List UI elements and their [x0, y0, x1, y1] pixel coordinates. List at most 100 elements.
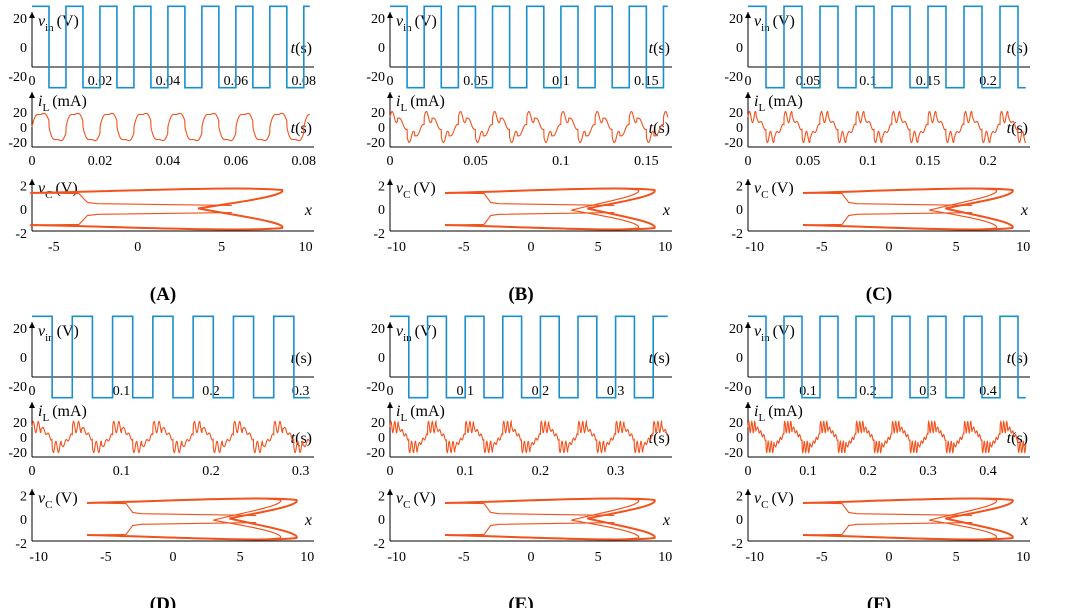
iL-x-tick-label: 0.15	[634, 154, 659, 169]
iL-y-tick-label: 20	[13, 106, 27, 121]
iL-y-tick-label: -20	[724, 136, 743, 151]
vin-y-axis-label: vin (V)	[38, 323, 79, 344]
iL-x-tick-label: 0.04	[156, 154, 181, 169]
vC-x-tick-label: 10	[1016, 550, 1030, 565]
panel-label: (A)	[150, 284, 176, 305]
vin-series-line	[390, 315, 668, 399]
vin-y-arrow	[29, 322, 35, 328]
iL-y-tick-label: -20	[724, 446, 743, 461]
vin-x-tick-label: 0	[387, 384, 394, 399]
iL-x-tick-label: 0.1	[113, 464, 131, 479]
vC-x-axis-label: x	[304, 202, 312, 219]
vin-y-tick-label: 0	[20, 41, 27, 56]
iL-y-arrow	[29, 402, 35, 408]
vin-y-tick-label: -20	[8, 380, 27, 395]
vin-x-tick-label: 0.2	[202, 384, 220, 399]
iL-x-tick-label: 0.1	[799, 464, 817, 479]
vC-y-tick-label: 2	[20, 179, 27, 194]
iL-x-tick-label: 0	[29, 464, 36, 479]
vin-y-tick-label: 0	[736, 41, 743, 56]
iL-y-tick-label: 20	[729, 416, 743, 431]
iL-y-tick-label: 0	[20, 121, 27, 136]
iL-series-line	[31, 112, 310, 142]
vin-y-tick-label: 20	[371, 12, 385, 27]
vC-y-tick-label: -2	[731, 537, 743, 552]
vC-y-arrow	[387, 489, 393, 495]
iL-x-axis-label: t(s)	[1007, 120, 1028, 137]
vC-y-arrow	[29, 489, 35, 495]
vin-x-tick-label: 0.2	[859, 384, 877, 399]
vC-y-tick-label: -2	[373, 537, 385, 552]
vin-x-tick-label: 0	[387, 74, 394, 89]
vC-y-tick-label: 0	[20, 513, 27, 528]
vC-x-tick-label: 0	[528, 240, 535, 255]
vC-x-tick-label: 5	[595, 550, 602, 565]
iL-x-tick-label: 0	[745, 464, 752, 479]
vC-y-tick-label: 0	[736, 513, 743, 528]
panel-label: (E)	[508, 594, 533, 608]
vC-y-axis-label: vC (V)	[396, 490, 436, 511]
vin-x-axis-label: t(s)	[1007, 350, 1028, 367]
vC-x-tick-label: -10	[745, 240, 764, 255]
vC-x-tick-label: -5	[458, 550, 470, 565]
iL-y-tick-label: 20	[371, 416, 385, 431]
vin-y-tick-label: 20	[729, 12, 743, 27]
panel-label: (F)	[867, 594, 891, 608]
iL-series-line	[747, 110, 1027, 144]
vC-y-tick-label: 2	[736, 489, 743, 504]
iL-y-arrow	[387, 402, 393, 408]
vC-y-arrow	[745, 489, 751, 495]
vin-y-tick-label: -20	[366, 380, 385, 395]
iL-x-tick-label: 0.2	[979, 154, 997, 169]
vC-inner-trajectory	[803, 497, 998, 541]
vin-x-axis-label: t(s)	[649, 40, 670, 57]
vin-y-tick-label: 20	[13, 12, 27, 27]
iL-x-tick-label: 0.4	[979, 464, 997, 479]
vC-x-tick-label: 10	[1016, 240, 1030, 255]
vC-y-arrow	[29, 179, 35, 185]
vC-inner-trajectory	[87, 497, 282, 541]
vC-y-tick-label: 2	[378, 179, 385, 194]
vC-y-arrow	[745, 179, 751, 185]
vC-y-tick-label: 0	[20, 203, 27, 218]
vC-y-axis-label: vC (V)	[396, 180, 436, 201]
vC-outer-trajectory	[803, 497, 1014, 541]
vin-y-tick-label: 0	[20, 351, 27, 366]
vC-y-axis-label: vC (V)	[754, 180, 794, 201]
vC-notch-trajectory	[30, 192, 232, 226]
iL-x-tick-label: 0.1	[456, 464, 474, 479]
vin-x-tick-label: 0.2	[979, 74, 997, 89]
vC-x-tick-label: -5	[48, 240, 60, 255]
vC-x-tick-label: 0	[528, 550, 535, 565]
vC-x-tick-label: -10	[29, 550, 48, 565]
iL-y-tick-label: -20	[366, 136, 385, 151]
vin-x-tick-label: 0.3	[292, 384, 310, 399]
vin-y-arrow	[387, 322, 393, 328]
vC-notch-trajectory	[803, 192, 973, 226]
vC-y-tick-label: 0	[378, 203, 385, 218]
vC-y-tick-label: -2	[15, 537, 27, 552]
vC-y-tick-label: 2	[378, 489, 385, 504]
iL-y-arrow	[745, 402, 751, 408]
iL-y-axis-label: iL (mA)	[754, 93, 803, 114]
iL-y-axis-label: iL (mA)	[754, 403, 803, 424]
vin-y-axis-label: vin (V)	[754, 323, 795, 344]
vC-x-tick-label: -10	[387, 550, 406, 565]
iL-y-axis-label: iL (mA)	[396, 93, 445, 114]
vC-inner-trajectory	[445, 497, 640, 541]
vin-series-line	[32, 315, 310, 399]
vin-y-axis-label: vin (V)	[754, 13, 795, 34]
iL-x-tick-label: 0.08	[292, 154, 317, 169]
iL-x-axis-label: t(s)	[291, 430, 312, 447]
vin-y-tick-label: 20	[371, 322, 385, 337]
vin-x-tick-label: 0	[29, 384, 36, 399]
vin-y-tick-label: -20	[8, 70, 27, 85]
iL-series-line	[747, 419, 1027, 454]
iL-x-tick-label: 0.06	[224, 154, 249, 169]
vin-x-tick-label: 0.05	[796, 74, 821, 89]
vin-x-tick-label: 0.1	[859, 74, 877, 89]
iL-x-tick-label: 0.02	[88, 154, 113, 169]
